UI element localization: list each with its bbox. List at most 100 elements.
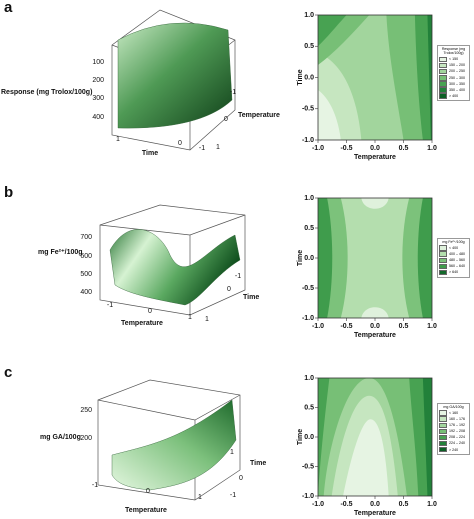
legend-swatch [439, 87, 447, 93]
x-tick-label: -1 [107, 302, 113, 309]
z-tick-label: 400 [92, 114, 104, 121]
legend-swatch [439, 62, 447, 69]
legend-entry: 300 – 350 [439, 81, 468, 87]
legend-swatch [439, 56, 447, 63]
x-tick-label: 0 [146, 488, 150, 495]
x-tick-label: -1 [92, 482, 98, 489]
z-tick-label: 500 [80, 271, 92, 278]
x-tick-label: 1.0 [427, 145, 437, 152]
y-tick-label: 0 [227, 286, 231, 293]
x-tick-label: 1 [198, 494, 202, 501]
y-tick-label: 0.0 [304, 434, 314, 441]
legend-entry: 160 – 176 [439, 416, 468, 422]
y-tick-label: -0.5 [302, 463, 314, 470]
x-tick-label: 1 [116, 136, 120, 143]
legend-entry: 350 – 400 [439, 87, 468, 93]
legend-entry: > 240 [439, 446, 468, 453]
z-tick-label: 300 [92, 95, 104, 102]
contour-map [318, 198, 432, 318]
x-tick-label: -0.5 [340, 501, 352, 508]
legend-title: Response (mg Trolox/100g) [441, 47, 466, 56]
legend-entry: > 400 [439, 93, 468, 99]
x-tick-label: -0.5 [340, 323, 352, 330]
legend-entry: 400 – 480 [439, 251, 468, 257]
z-axis-label: mg GA/100g [40, 434, 81, 441]
z-tick-label: 700 [80, 234, 92, 241]
legend-swatch [439, 93, 447, 99]
y-axis-label: Time [297, 250, 304, 266]
x-tick-label: 1.0 [427, 501, 437, 508]
x-axis-label: Temperature [354, 154, 396, 161]
y-axis-label: Time [250, 460, 266, 467]
y-tick-label: 1.0 [304, 12, 314, 19]
y-tick-label: 0.0 [304, 74, 314, 81]
legend-label: > 400 [449, 93, 459, 98]
legend-swatch [439, 422, 447, 429]
legend-swatch [439, 251, 447, 257]
y-tick-label: 0.0 [304, 255, 314, 262]
legend-label: 208 – 224 [449, 435, 465, 440]
y-tick-label: -1 [230, 492, 236, 499]
legend-entry: 176 – 192 [439, 422, 468, 429]
contour-region [361, 307, 389, 318]
z-tick-label: 400 [80, 289, 92, 296]
y-axis-label: Time [297, 69, 304, 85]
contour-region [427, 15, 432, 140]
legend-label: < 150 [449, 57, 459, 62]
response-surface [109, 229, 241, 306]
surface-plot [97, 379, 241, 501]
x-tick-label: -1.0 [312, 501, 324, 508]
legend-swatch [439, 416, 447, 422]
z-tick-label: 100 [92, 59, 104, 66]
x-tick-label: 1 [188, 314, 192, 321]
legend-swatch [439, 257, 447, 264]
legend-label: 250 – 300 [449, 75, 465, 80]
surface-plot [111, 9, 236, 151]
y-tick-label: -1.0 [302, 493, 314, 500]
x-tick-label: 1.0 [427, 323, 437, 330]
y-tick-label: 0 [224, 116, 228, 123]
legend-label: 480 – 560 [449, 258, 465, 263]
legend-title: mg GA/100g [443, 405, 464, 409]
x-tick-label: -1.0 [312, 145, 324, 152]
legend-title: mg Fe²⁺/100g [442, 240, 465, 244]
legend-label: 160 – 176 [449, 417, 465, 422]
contour-map [318, 378, 432, 496]
z-tick-label: 200 [80, 435, 92, 442]
legend-label: 200 – 250 [449, 69, 465, 74]
legend-entry: < 150 [439, 56, 468, 63]
y-tick-label: -1.0 [302, 137, 314, 144]
y-tick-label: 0.5 [304, 43, 314, 50]
legend-entry: 150 – 200 [439, 62, 468, 69]
legend-entry: 200 – 250 [439, 68, 468, 75]
plot-box [99, 204, 246, 316]
x-tick-label: -1.0 [312, 323, 324, 330]
y-tick-label: 0.5 [304, 404, 314, 411]
legend-entry: < 400 [439, 245, 468, 251]
z-tick-label: 200 [92, 77, 104, 84]
legend-label: < 400 [449, 245, 459, 250]
x-tick-label: 0.5 [399, 501, 409, 508]
legend-swatch [439, 440, 447, 447]
x-tick-label: 0.5 [399, 145, 409, 152]
z-axis-label: Response (mg Trolox/100g) [1, 89, 92, 96]
y-tick-label: 1.0 [304, 195, 314, 202]
plot-box [97, 379, 241, 501]
legend-swatch [439, 245, 447, 251]
legend-label: > 640 [449, 270, 459, 275]
legend-swatch [439, 81, 447, 87]
contour-map [318, 15, 432, 140]
y-tick-label: -0.5 [302, 106, 314, 113]
y-tick-label: -1.0 [302, 315, 314, 322]
y-tick-label: -0.5 [302, 285, 314, 292]
contour-region [361, 198, 389, 209]
legend: mg GA/100g < 160 160 – 176 176 – 192 192 – 2… [437, 403, 470, 455]
x-axis-label: Temperature [121, 320, 163, 327]
y-axis-label: Time [297, 429, 304, 445]
y-tick-label: 0 [239, 475, 243, 482]
legend-swatch [439, 68, 447, 75]
y-tick-label: 1 [205, 316, 209, 323]
z-tick-label: 250 [80, 407, 92, 414]
